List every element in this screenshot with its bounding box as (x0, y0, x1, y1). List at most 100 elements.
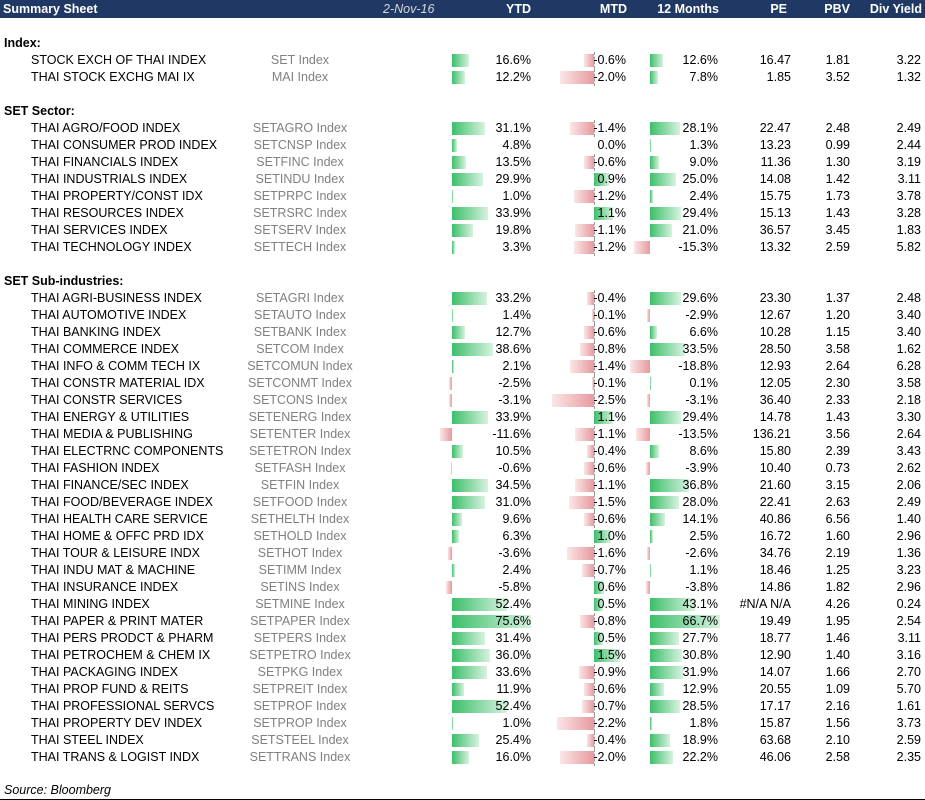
mtd-value: -2.5% (593, 393, 626, 407)
ytd-bar (452, 190, 454, 203)
pbv-value: 3.15 (825, 478, 850, 492)
pbv-value: 0.73 (825, 461, 850, 475)
mtd-bar (594, 598, 603, 611)
header-date: 2-Nov-16 (383, 2, 435, 16)
ticker: SETENERG Index (248, 410, 352, 424)
ticker: SETAGRO Index (252, 121, 348, 135)
m12-bar (650, 54, 664, 67)
table-row: THAI CONSUMER PROD INDEX SETCNSP Index 4.8… (0, 137, 925, 154)
mtd-value: -0.6% (593, 53, 626, 67)
table-row: THAI ENERGY & UTILITIES SETENERG Index 33.… (0, 409, 925, 426)
ticker: SETBANK Index (253, 325, 347, 339)
index-name: THAI RESOURCES INDEX (31, 206, 184, 220)
ytd-bar (452, 445, 464, 458)
pe-value: 13.32 (759, 240, 791, 254)
ytd-value: 36.0% (495, 648, 531, 662)
pbv-value: 1.15 (825, 325, 850, 339)
pbv-value: 1.09 (825, 682, 850, 696)
ytd-bar (452, 241, 456, 254)
m12-bar (650, 717, 652, 730)
table-row: THAI BANKING INDEX SETBANK Index 12.7% -0.6… (0, 324, 925, 341)
div-yield-value: 2.64 (896, 427, 921, 441)
mtd-value: -0.6% (593, 512, 626, 526)
zero-axis (594, 545, 595, 562)
zero-axis (594, 715, 595, 732)
ticker: SETMINE Index (255, 597, 345, 611)
div-yield-value: 6.28 (896, 359, 921, 373)
ytd-bar (452, 700, 508, 713)
section-heading: SET Sub-industries: (4, 274, 124, 288)
mtd-bar (594, 649, 620, 662)
table-row: THAI FINANCIALS INDEX SETFINC Index 13.5% -… (0, 154, 925, 171)
table-row: THAI PAPER & PRINT MATER SETPAPER Index 75… (0, 613, 925, 630)
ticker: SETAGRI Index (256, 291, 344, 305)
index-name: THAI PROPERTY DEV INDEX (31, 716, 203, 730)
col-header-ytd: YTD (506, 2, 531, 16)
ticker: SETPROF Index (253, 699, 347, 713)
ytd-value: -3.1% (498, 393, 531, 407)
mtd-value: -1.5% (593, 495, 626, 509)
table-row: THAI AGRO/FOOD INDEX SETAGRO Index 31.1% -1… (0, 120, 925, 137)
m12-value: 12.6% (682, 53, 718, 67)
div-yield-value: 1.62 (896, 342, 921, 356)
ytd-bar (452, 292, 487, 305)
mtd-bar (573, 241, 594, 254)
ytd-value: -0.6% (498, 461, 531, 475)
index-name: THAI PROPERTY/CONST IDX (31, 189, 203, 203)
m12-bar (650, 411, 681, 424)
m12-value: 36.8% (682, 478, 718, 492)
pe-value: 34.76 (759, 546, 791, 560)
ytd-value: 19.8% (495, 223, 531, 237)
pe-value: 46.06 (759, 750, 791, 764)
pbv-value: 1.43 (825, 206, 850, 220)
ytd-bar (452, 411, 488, 424)
ticker: SETFINC Index (256, 155, 344, 169)
index-name: THAI CONSTR SERVICES (31, 393, 183, 407)
pe-value: 14.78 (759, 410, 791, 424)
mtd-value: -0.4% (593, 733, 626, 747)
table-row: THAI PROFESSIONAL SERVCS SETPROF Index 52.… (0, 698, 925, 715)
pbv-value: 2.59 (825, 240, 850, 254)
table-row: THAI PROP FUND & REITS SETPREIT Index 11.9… (0, 681, 925, 698)
ticker: MAI Index (271, 70, 329, 84)
ytd-bar (448, 547, 452, 560)
m12-value: -3.8% (685, 580, 718, 594)
pe-value: 17.17 (759, 699, 791, 713)
ytd-bar (452, 615, 532, 628)
ytd-bar (452, 173, 484, 186)
index-name: THAI AGRI-BUSINESS INDEX (31, 291, 202, 305)
ytd-bar (452, 717, 454, 730)
zero-axis (594, 154, 595, 171)
zero-axis (594, 477, 595, 494)
m12-bar (650, 71, 659, 84)
index-name: THAI HEALTH CARE SERVICE (31, 512, 208, 526)
pe-value: 22.41 (759, 495, 791, 509)
index-name: THAI SERVICES INDEX (31, 223, 168, 237)
ticker: SETAUTO Index (254, 308, 346, 322)
mtd-value: 0.5% (597, 631, 627, 645)
m12-bar (650, 666, 684, 679)
mtd-bar (575, 479, 594, 492)
pbv-value: 6.56 (825, 512, 850, 526)
div-yield-value: 3.23 (896, 563, 921, 577)
pe-value: 19.49 (759, 614, 791, 628)
m12-bar (650, 139, 652, 152)
pbv-value: 1.60 (825, 529, 850, 543)
div-yield-value: 3.78 (896, 189, 921, 203)
mtd-value: -1.2% (593, 240, 626, 254)
zero-axis (594, 69, 595, 86)
div-yield-value: 2.62 (896, 461, 921, 475)
ticker: SETETRON Index (248, 444, 352, 458)
ticker: SETCOM Index (256, 342, 344, 356)
m12-value: -15.3% (678, 240, 718, 254)
mtd-bar (583, 326, 594, 339)
spacer-row (0, 256, 925, 273)
index-name: THAI PACKAGING INDEX (31, 665, 179, 679)
m12-bar (650, 292, 682, 305)
zero-axis (594, 681, 595, 698)
pbv-value: 1.42 (825, 172, 850, 186)
pbv-value: 1.95 (825, 614, 850, 628)
mtd-bar (587, 292, 594, 305)
pe-value: 14.08 (759, 172, 791, 186)
mtd-bar (582, 564, 594, 577)
